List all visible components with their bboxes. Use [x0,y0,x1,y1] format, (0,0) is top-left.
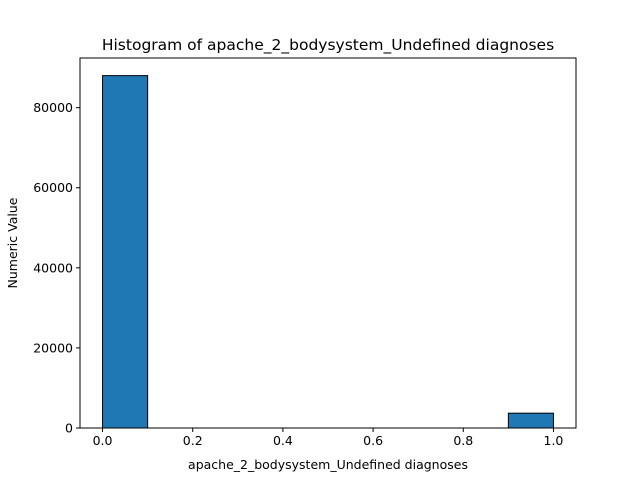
x-axis: 0.0 0.2 0.4 0.6 0.8 1.0 [93,428,564,448]
x-tick-label: 0.8 [453,433,473,448]
y-tick-label: 80000 [33,100,73,115]
x-tick-label: 0.0 [93,433,113,448]
plot-area-frame [79,57,577,429]
histogram-bar-9 [507,412,554,429]
y-axis: 0 20000 40000 60000 80000 [33,100,80,436]
y-tick-label: 60000 [33,180,73,195]
bars-layer [102,75,554,429]
x-tick-label: 0.4 [273,433,293,448]
y-tick-label: 20000 [33,340,73,355]
x-tick-label: 1.0 [544,433,564,448]
y-tick-label: 40000 [33,260,73,275]
y-tick-label: 0 [65,421,73,436]
y-axis-label: Numeric Value [5,197,20,288]
x-axis-label: apache_2_bodysystem_Undefined diagnoses [188,457,468,472]
x-tick-label: 0.6 [363,433,383,448]
x-tick-label: 0.2 [183,433,203,448]
chart-title: Histogram of apache_2_bodysystem_Undefin… [102,36,554,55]
histogram-bar-0 [102,75,149,429]
